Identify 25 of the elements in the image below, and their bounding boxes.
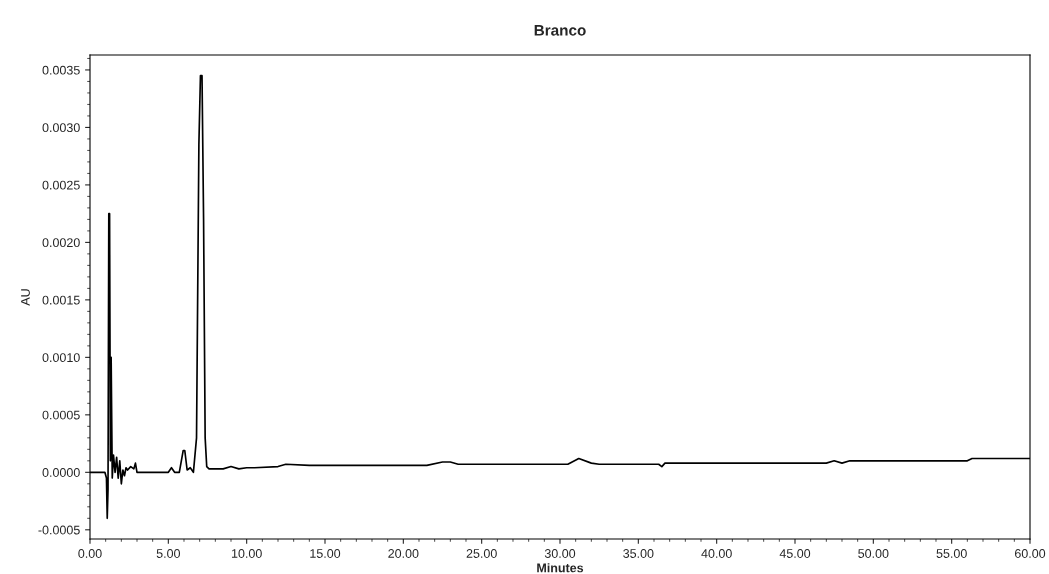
x-tick-label: 55.00 <box>936 549 967 558</box>
x-tick-label: 15.00 <box>310 549 341 558</box>
y-tick-label: 0.0025 <box>42 180 80 190</box>
y-tick-label: 0.0010 <box>42 353 80 363</box>
y-tick-label: 0.0015 <box>42 295 80 305</box>
y-tick-label: 0.0035 <box>42 65 80 75</box>
y-tick-label: 0.0005 <box>42 410 80 420</box>
x-axis-title: Minutes <box>537 563 584 573</box>
y-axis-title: AU <box>21 289 30 306</box>
y-tick-label: -0.0005 <box>38 525 80 535</box>
x-tick-label: 40.00 <box>701 549 732 558</box>
x-tick-label: 20.00 <box>388 549 419 558</box>
x-tick-label: 10.00 <box>231 549 262 558</box>
y-tick-label: 0.0020 <box>42 238 80 248</box>
x-tick-label: 35.00 <box>623 549 654 558</box>
y-tick-label: 0.0030 <box>42 123 80 133</box>
x-tick-label: 25.00 <box>466 549 497 558</box>
x-tick-label: 45.00 <box>779 549 811 558</box>
x-tick-label: 30.00 <box>544 549 576 558</box>
y-tick-label: 0.0000 <box>42 468 80 477</box>
x-tick-label: 50.00 <box>858 549 889 558</box>
x-tick-label: 0.00 <box>78 549 102 558</box>
x-tick-label: 60.00 <box>1015 549 1046 558</box>
chart-title: Branco <box>534 25 586 36</box>
x-tick-label: 5.00 <box>156 549 181 558</box>
